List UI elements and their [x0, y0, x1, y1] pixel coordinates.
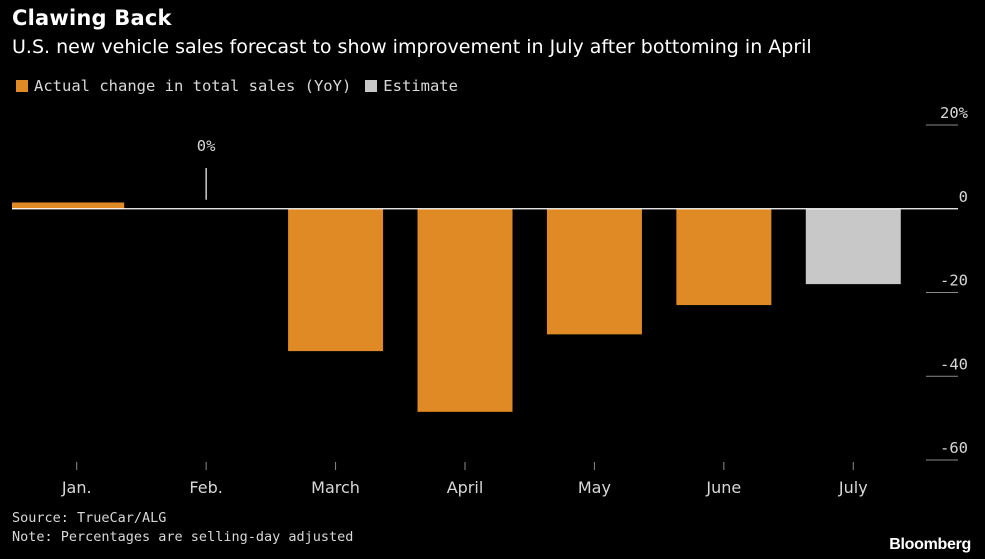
y-tick-label-1: 0 — [959, 188, 968, 206]
x-tick-label-6: July — [838, 478, 868, 497]
x-tick-label-3: April — [447, 478, 484, 497]
bar-may — [546, 208, 642, 335]
chart-subtitle: U.S. new vehicle sales forecast to show … — [12, 36, 812, 58]
source-text: Source: TrueCar/ALG — [12, 510, 167, 526]
legend: Actual change in total sales (YoY) Estim… — [16, 77, 472, 95]
bar-jan — [12, 202, 125, 209]
legend-swatch-actual — [16, 80, 28, 92]
x-tick-label-2: March — [311, 478, 360, 497]
legend-item-estimate: Estimate — [365, 77, 458, 95]
y-tick-label-4: -60 — [940, 439, 968, 457]
y-tick-label-2: -20 — [940, 272, 968, 290]
x-tick-label-5: June — [705, 478, 741, 497]
y-tick-label-3: -40 — [940, 355, 968, 373]
bar-june — [676, 208, 772, 306]
x-tick-label-1: Feb. — [189, 478, 222, 497]
bar-april — [417, 208, 513, 412]
x-tick-label-4: May — [578, 478, 611, 497]
legend-item-actual: Actual change in total sales (YoY) — [16, 77, 351, 95]
bloomberg-logo: Bloomberg — [889, 536, 971, 553]
bar-march — [288, 208, 384, 352]
y-tick-label-0: 20% — [940, 104, 969, 122]
legend-swatch-estimate — [365, 80, 378, 92]
chart-title: Clawing Back — [12, 6, 172, 30]
bar-july — [805, 208, 901, 285]
x-tick-label-0: Jan. — [61, 478, 92, 497]
note-text: Note: Percentages are selling-day adjust… — [12, 529, 354, 545]
annotation-label: 0% — [197, 137, 216, 155]
legend-label-actual: Actual change in total sales (YoY) — [34, 77, 352, 95]
legend-label-estimate: Estimate — [383, 77, 458, 95]
